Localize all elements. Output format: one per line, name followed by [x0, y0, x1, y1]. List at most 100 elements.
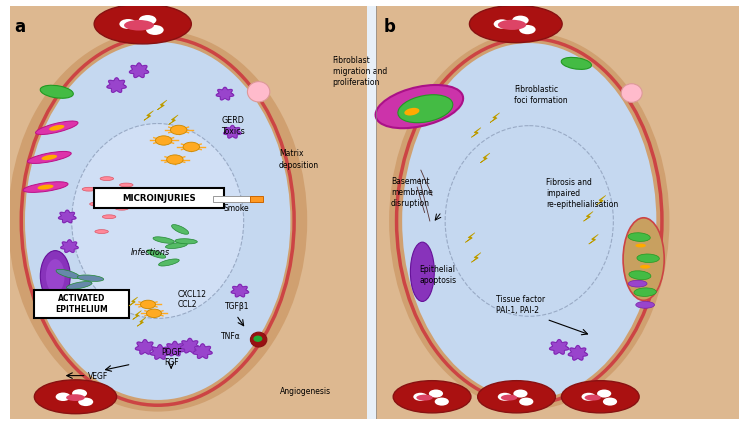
- Polygon shape: [136, 340, 154, 354]
- Bar: [739, 1, 748, 424]
- Ellipse shape: [623, 218, 664, 300]
- Polygon shape: [133, 311, 142, 319]
- Polygon shape: [491, 113, 500, 122]
- Ellipse shape: [172, 224, 189, 234]
- Ellipse shape: [404, 108, 419, 116]
- Circle shape: [183, 142, 199, 151]
- FancyBboxPatch shape: [213, 196, 252, 202]
- Text: Tissue factor
PAI-1, PAI-2: Tissue factor PAI-1, PAI-2: [496, 295, 545, 315]
- Ellipse shape: [124, 20, 154, 31]
- Text: Basement
membrane
disruption: Basement membrane disruption: [391, 176, 433, 208]
- Ellipse shape: [67, 281, 92, 289]
- Ellipse shape: [90, 202, 103, 206]
- Ellipse shape: [621, 84, 642, 102]
- Circle shape: [597, 390, 611, 397]
- Circle shape: [519, 397, 533, 405]
- Polygon shape: [151, 345, 169, 359]
- Bar: [1, 1, 748, 6]
- Ellipse shape: [94, 4, 191, 44]
- Ellipse shape: [77, 275, 103, 281]
- Ellipse shape: [73, 295, 97, 304]
- Ellipse shape: [28, 151, 71, 164]
- Ellipse shape: [35, 121, 78, 135]
- Circle shape: [78, 398, 93, 406]
- Text: PDGF
FGF: PDGF FGF: [161, 348, 181, 368]
- Ellipse shape: [253, 336, 262, 342]
- Polygon shape: [472, 253, 481, 262]
- Text: Smoke: Smoke: [223, 204, 249, 213]
- Text: VEGF: VEGF: [88, 372, 108, 381]
- Ellipse shape: [389, 32, 670, 409]
- Ellipse shape: [478, 381, 556, 413]
- Circle shape: [55, 393, 70, 401]
- Polygon shape: [481, 153, 490, 162]
- Ellipse shape: [584, 395, 601, 401]
- Ellipse shape: [247, 82, 270, 102]
- Circle shape: [156, 136, 172, 145]
- Polygon shape: [181, 338, 199, 353]
- FancyBboxPatch shape: [94, 188, 224, 208]
- Ellipse shape: [40, 85, 73, 98]
- Ellipse shape: [147, 250, 166, 258]
- Ellipse shape: [166, 243, 187, 249]
- Ellipse shape: [120, 183, 133, 187]
- Ellipse shape: [410, 242, 434, 301]
- Ellipse shape: [56, 269, 80, 278]
- Polygon shape: [130, 63, 148, 77]
- Text: MICROINJURIES: MICROINJURIES: [122, 194, 196, 203]
- Ellipse shape: [37, 184, 54, 190]
- Ellipse shape: [108, 192, 121, 196]
- Ellipse shape: [498, 20, 527, 30]
- Circle shape: [581, 393, 595, 401]
- Polygon shape: [58, 210, 76, 223]
- Ellipse shape: [561, 57, 592, 69]
- Ellipse shape: [159, 259, 179, 266]
- Circle shape: [498, 393, 512, 401]
- Ellipse shape: [250, 332, 267, 347]
- Circle shape: [167, 155, 183, 164]
- Text: ACTIVATED
EPITHELIUM: ACTIVATED EPITHELIUM: [55, 294, 108, 314]
- Polygon shape: [568, 346, 587, 360]
- Ellipse shape: [637, 254, 659, 263]
- Circle shape: [147, 309, 162, 317]
- Ellipse shape: [34, 380, 117, 414]
- Ellipse shape: [82, 187, 96, 191]
- Ellipse shape: [398, 95, 453, 123]
- Ellipse shape: [8, 30, 307, 411]
- Ellipse shape: [25, 42, 291, 400]
- Circle shape: [146, 25, 164, 35]
- Polygon shape: [107, 78, 127, 92]
- Polygon shape: [224, 125, 241, 138]
- Polygon shape: [145, 111, 154, 120]
- Ellipse shape: [58, 290, 80, 300]
- Circle shape: [139, 15, 157, 25]
- Polygon shape: [216, 87, 234, 100]
- Ellipse shape: [175, 239, 197, 244]
- Ellipse shape: [628, 280, 647, 287]
- Circle shape: [512, 16, 529, 25]
- Text: Fibroblast
migration and
proliferation: Fibroblast migration and proliferation: [333, 56, 387, 87]
- Ellipse shape: [103, 215, 116, 218]
- Polygon shape: [596, 196, 606, 205]
- Circle shape: [434, 397, 449, 405]
- Ellipse shape: [635, 244, 646, 247]
- Text: CXCL12
CCL2: CXCL12 CCL2: [177, 290, 206, 309]
- Text: Epithelial
apoptosis: Epithelial apoptosis: [419, 265, 456, 285]
- Ellipse shape: [23, 182, 68, 193]
- Polygon shape: [169, 115, 178, 125]
- Circle shape: [413, 393, 428, 401]
- Polygon shape: [130, 297, 138, 306]
- Ellipse shape: [640, 265, 650, 269]
- Bar: [1, 419, 748, 424]
- Circle shape: [603, 397, 617, 405]
- Circle shape: [429, 390, 443, 397]
- Bar: [376, 5, 741, 420]
- Ellipse shape: [95, 230, 109, 233]
- Circle shape: [72, 389, 87, 398]
- Ellipse shape: [416, 395, 433, 401]
- Polygon shape: [166, 341, 184, 356]
- Ellipse shape: [153, 237, 175, 243]
- Text: Angiogenesis: Angiogenesis: [280, 387, 331, 396]
- Ellipse shape: [49, 125, 64, 130]
- Text: Fibroblastic
foci formation: Fibroblastic foci formation: [515, 85, 568, 105]
